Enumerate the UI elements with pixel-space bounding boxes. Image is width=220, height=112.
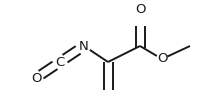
Text: O: O <box>31 72 41 85</box>
Text: O: O <box>135 3 145 16</box>
Text: O: O <box>157 53 167 66</box>
Text: C: C <box>55 56 65 69</box>
Text: N: N <box>79 40 89 53</box>
